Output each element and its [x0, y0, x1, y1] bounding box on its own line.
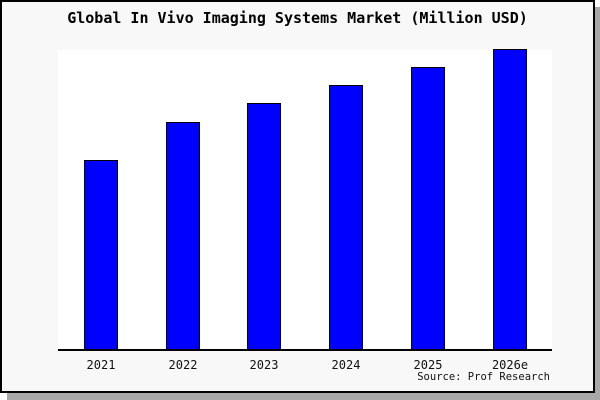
bar-2024: [329, 85, 363, 349]
x-tick-label-2023: 2023: [249, 358, 279, 372]
chart-card: Global In Vivo Imaging Systems Market (M…: [0, 0, 595, 393]
bar-2022: [166, 122, 200, 349]
x-tick-label-2025: 2025: [413, 358, 443, 372]
x-tick-label-2022: 2022: [168, 358, 198, 372]
chart-title: Global In Vivo Imaging Systems Market (M…: [67, 9, 528, 27]
source-note: Source: Prof Research: [417, 371, 550, 383]
bar-2023: [247, 103, 281, 349]
x-tick-label-2024: 2024: [331, 358, 361, 372]
bar-2026e: [493, 49, 527, 349]
plot-area: [58, 49, 552, 351]
x-tick-label-2026e: 2026e: [491, 358, 529, 372]
bar-2021: [84, 160, 118, 349]
x-tick-label-2021: 2021: [86, 358, 116, 372]
bar-2025: [411, 67, 445, 349]
